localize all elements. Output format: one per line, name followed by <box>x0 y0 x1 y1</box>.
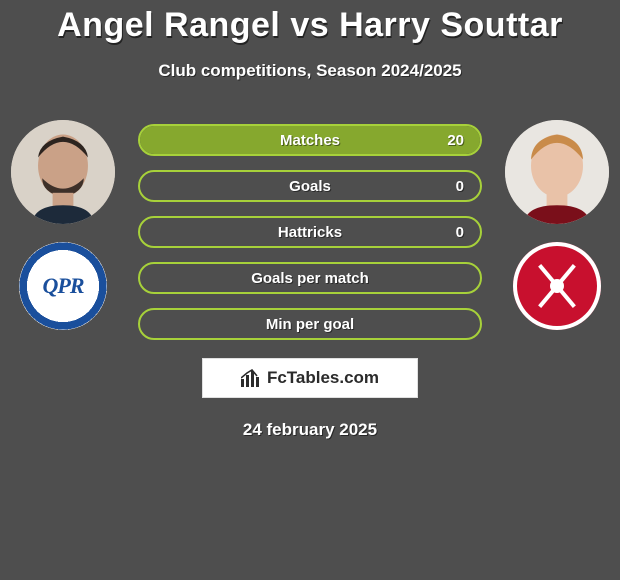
player-right-avatar <box>505 120 609 224</box>
stat-value: 0 <box>456 224 464 241</box>
stat-label: Matches <box>280 132 340 149</box>
stat-bars: Matches 20 Goals 0 Hattricks 0 Goals per match… <box>138 124 482 354</box>
player-left-face-icon <box>11 120 115 224</box>
page-title: Angel Rangel vs Harry Souttar <box>0 0 620 45</box>
stat-label: Hattricks <box>278 224 342 241</box>
stat-bar: Goals per match <box>138 262 482 294</box>
club-right-crest <box>513 242 601 330</box>
stat-label: Goals per match <box>251 270 369 287</box>
brand-badge: FcTables.com <box>202 358 418 398</box>
date-text: 24 february 2025 <box>0 420 620 440</box>
stat-value: 20 <box>447 132 464 149</box>
comparison-card: Angel Rangel vs Harry Souttar Club compe… <box>0 0 620 580</box>
stat-bar: Goals 0 <box>138 170 482 202</box>
bar-chart-icon <box>241 369 261 387</box>
subtitle: Club competitions, Season 2024/2025 <box>0 61 620 81</box>
player-right-face-icon <box>505 120 609 224</box>
stat-label: Goals <box>289 178 331 195</box>
brand-text: FcTables.com <box>267 368 379 388</box>
stat-value: 0 <box>456 178 464 195</box>
stat-bar: Min per goal <box>138 308 482 340</box>
stat-bar: Hattricks 0 <box>138 216 482 248</box>
player-left-avatar <box>11 120 115 224</box>
player-left-column: QPR <box>8 120 118 330</box>
club-left-crest: QPR <box>19 242 107 330</box>
club-left-abbr: QPR <box>43 273 84 299</box>
footer-area: FcTables.com 24 february 2025 <box>0 350 620 440</box>
stat-label: Min per goal <box>266 316 354 333</box>
player-right-column <box>502 120 612 330</box>
stat-bar: Matches 20 <box>138 124 482 156</box>
swords-icon <box>527 256 587 316</box>
